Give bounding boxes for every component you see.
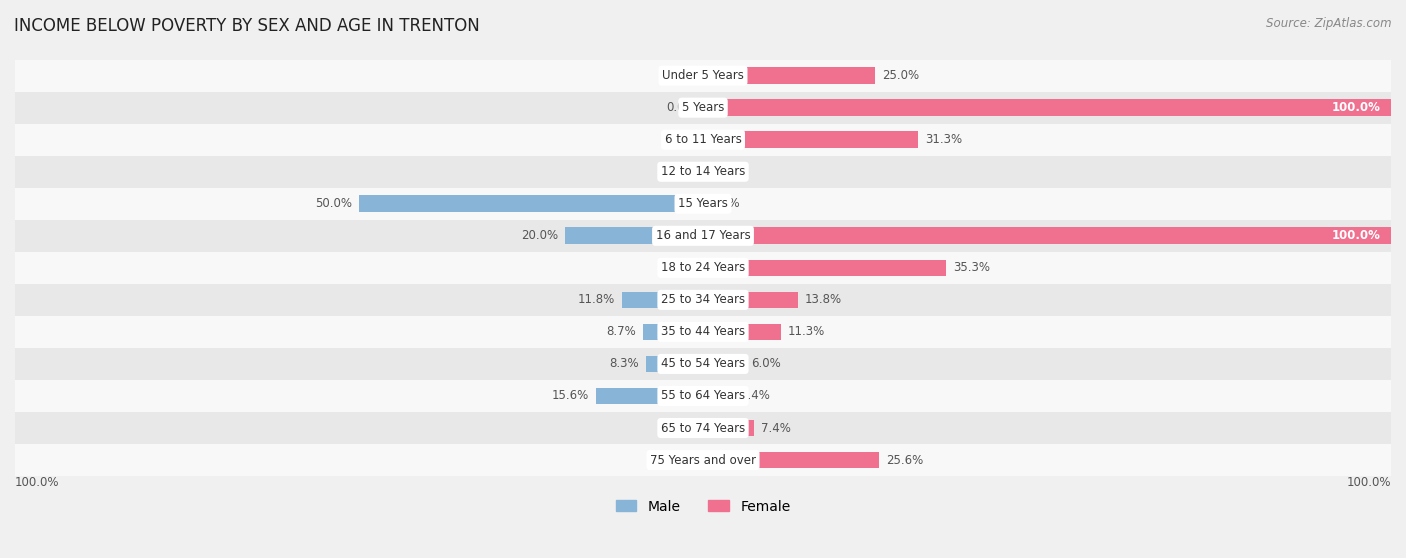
Text: 8.7%: 8.7% [606, 325, 637, 338]
Text: 0.0%: 0.0% [666, 69, 696, 82]
Text: 13.8%: 13.8% [804, 294, 842, 306]
Text: 55 to 64 Years: 55 to 64 Years [661, 389, 745, 402]
Bar [703, 292, 799, 308]
Text: Under 5 Years: Under 5 Years [662, 69, 744, 82]
Text: INCOME BELOW POVERTY BY SEX AND AGE IN TRENTON: INCOME BELOW POVERTY BY SEX AND AGE IN T… [14, 17, 479, 35]
Bar [621, 292, 703, 308]
Bar [703, 68, 875, 84]
Bar [703, 259, 946, 276]
Text: 25 to 34 Years: 25 to 34 Years [661, 294, 745, 306]
Bar [703, 452, 879, 468]
Text: 31.3%: 31.3% [925, 133, 962, 146]
Text: 15.6%: 15.6% [551, 389, 589, 402]
Text: 16 and 17 Years: 16 and 17 Years [655, 229, 751, 242]
Text: 25.6%: 25.6% [886, 454, 924, 466]
Bar [15, 444, 1391, 476]
Text: 8.3%: 8.3% [609, 358, 638, 371]
Text: Source: ZipAtlas.com: Source: ZipAtlas.com [1267, 17, 1392, 30]
Text: 18 to 24 Years: 18 to 24 Years [661, 261, 745, 275]
Text: 0.0%: 0.0% [710, 165, 740, 178]
Bar [703, 131, 918, 148]
Bar [15, 92, 1391, 124]
Bar [15, 252, 1391, 284]
Bar [15, 380, 1391, 412]
Bar [645, 355, 703, 372]
Bar [15, 124, 1391, 156]
Text: 0.0%: 0.0% [666, 165, 696, 178]
Bar [703, 355, 744, 372]
Text: 11.3%: 11.3% [787, 325, 825, 338]
Text: 100.0%: 100.0% [15, 476, 59, 489]
Text: 11.8%: 11.8% [578, 294, 614, 306]
Text: 35 to 44 Years: 35 to 44 Years [661, 325, 745, 338]
Text: 6.0%: 6.0% [751, 358, 780, 371]
Bar [703, 228, 1391, 244]
Bar [15, 284, 1391, 316]
Text: 100.0%: 100.0% [1331, 229, 1381, 242]
Text: 0.0%: 0.0% [666, 454, 696, 466]
Bar [15, 60, 1391, 92]
Text: 0.0%: 0.0% [666, 261, 696, 275]
Bar [15, 220, 1391, 252]
Bar [15, 316, 1391, 348]
Text: 35.3%: 35.3% [953, 261, 990, 275]
Text: 0.0%: 0.0% [666, 421, 696, 435]
Text: 5 Years: 5 Years [682, 101, 724, 114]
Bar [703, 388, 734, 405]
Bar [703, 420, 754, 436]
Text: 0.0%: 0.0% [666, 101, 696, 114]
Text: 75 Years and over: 75 Years and over [650, 454, 756, 466]
Text: 12 to 14 Years: 12 to 14 Years [661, 165, 745, 178]
Legend: Male, Female: Male, Female [610, 494, 796, 519]
Text: 100.0%: 100.0% [1331, 101, 1381, 114]
Text: 0.0%: 0.0% [666, 133, 696, 146]
Text: 4.4%: 4.4% [740, 389, 770, 402]
Bar [15, 156, 1391, 188]
Text: 15 Years: 15 Years [678, 198, 728, 210]
Bar [15, 348, 1391, 380]
Bar [15, 188, 1391, 220]
Text: 6 to 11 Years: 6 to 11 Years [665, 133, 741, 146]
Text: 65 to 74 Years: 65 to 74 Years [661, 421, 745, 435]
Bar [359, 195, 703, 212]
Text: 50.0%: 50.0% [315, 198, 352, 210]
Bar [15, 412, 1391, 444]
Bar [643, 324, 703, 340]
Text: 100.0%: 100.0% [1347, 476, 1391, 489]
Bar [703, 324, 780, 340]
Text: 20.0%: 20.0% [522, 229, 558, 242]
Text: 7.4%: 7.4% [761, 421, 790, 435]
Bar [565, 228, 703, 244]
Bar [703, 99, 1391, 116]
Text: 0.0%: 0.0% [710, 198, 740, 210]
Text: 25.0%: 25.0% [882, 69, 920, 82]
Bar [596, 388, 703, 405]
Text: 45 to 54 Years: 45 to 54 Years [661, 358, 745, 371]
